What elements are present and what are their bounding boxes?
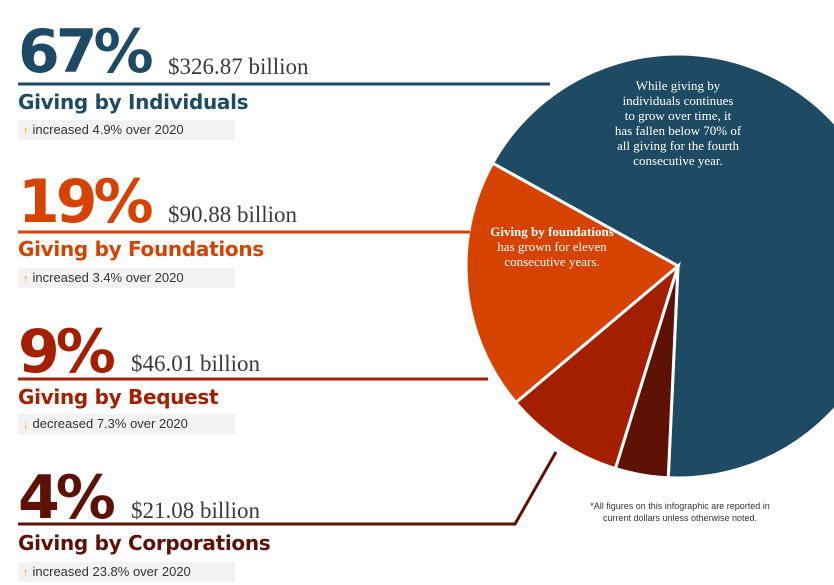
arrow-up-icon: ↑ — [23, 567, 29, 579]
footnote: *All figures on this infographic are rep… — [580, 500, 780, 524]
individuals-note-line: individuals continues — [622, 93, 734, 108]
bequest-amount: $46.01 billion — [131, 351, 261, 376]
bequest-change-text: decreased 7.3% over 2020 — [32, 416, 188, 431]
arrow-down-icon: ↓ — [23, 419, 29, 431]
foundations-percent: 19% — [18, 167, 154, 237]
individuals-note: While giving by individuals continues to… — [588, 78, 768, 168]
footnote-line: *All figures on this infographic are rep… — [590, 501, 770, 511]
arrow-up-icon: ↑ — [23, 125, 29, 137]
foundations-note-line: has grown for eleven — [497, 239, 607, 254]
foundations-label: Giving by Foundations — [18, 237, 264, 261]
slice-individuals — [490, 52, 834, 480]
bequest-percent: 9% — [18, 317, 116, 387]
individuals-note-line: all giving for the fourth — [616, 138, 740, 153]
corporations-change: ↑ increased 23.8% over 2020 — [18, 562, 235, 582]
individuals-change: ↑ increased 4.9% over 2020 — [18, 120, 235, 140]
foundations-change: ↑ increased 3.4% over 2020 — [18, 268, 235, 288]
individuals-note-line: While giving by — [635, 78, 721, 93]
individuals-note-line: consecutive year. — [633, 153, 723, 168]
foundations-change-text: increased 3.4% over 2020 — [32, 270, 184, 285]
corporations-change-text: increased 23.8% over 2020 — [32, 564, 191, 579]
bequest-change: ↓ decreased 7.3% over 2020 — [18, 414, 235, 434]
individuals-change-text: increased 4.9% over 2020 — [32, 122, 184, 137]
foundations-amount: $90.88 billion — [168, 202, 298, 227]
footnote-line: current dollars unless otherwise noted. — [602, 513, 758, 523]
individuals-note-line: to grow over time, it — [624, 108, 732, 123]
individuals-label: Giving by Individuals — [18, 90, 249, 114]
bequest-label: Giving by Bequest — [18, 385, 219, 409]
individuals-percent: 67% — [18, 17, 154, 87]
corporations-amount: $21.08 billion — [131, 498, 261, 523]
individuals-note-line: has fallen below 70% of — [614, 123, 742, 138]
corporations-label: Giving by Corporations — [18, 531, 271, 555]
foundations-note-heading: Giving by foundations — [490, 224, 614, 239]
corporations-percent: 4% — [18, 463, 116, 533]
slice-bequest — [513, 261, 681, 471]
individuals-amount: $326.87 billion — [168, 54, 309, 79]
leader-corporations — [18, 451, 558, 526]
foundations-note: Giving by foundations has grown for elev… — [472, 224, 632, 269]
arrow-up-icon: ↑ — [23, 273, 29, 285]
foundations-note-line: consecutive years. — [504, 254, 600, 269]
slice-foundations — [464, 161, 681, 405]
